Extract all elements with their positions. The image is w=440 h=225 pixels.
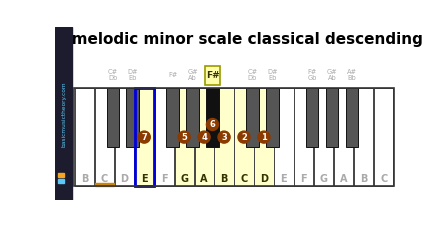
Bar <box>75 88 94 186</box>
Text: Eb: Eb <box>128 75 137 81</box>
Bar <box>314 88 334 186</box>
Bar <box>115 88 134 186</box>
Bar <box>186 88 199 147</box>
Bar <box>354 88 373 186</box>
Bar <box>135 88 154 186</box>
Text: Ab: Ab <box>328 75 337 81</box>
Bar <box>235 88 253 186</box>
Bar <box>334 88 353 186</box>
Text: 6: 6 <box>209 120 216 129</box>
Text: F: F <box>161 174 168 184</box>
Bar <box>246 88 259 147</box>
Text: A#: A# <box>347 69 357 75</box>
Bar <box>55 27 72 200</box>
Text: C: C <box>380 174 387 184</box>
Text: 7: 7 <box>141 133 147 142</box>
Circle shape <box>218 131 230 143</box>
Bar <box>106 88 119 147</box>
Bar <box>126 88 139 147</box>
Text: 5: 5 <box>181 133 187 142</box>
Text: E melodic minor scale classical descending: E melodic minor scale classical descendi… <box>56 32 423 47</box>
Bar <box>294 88 313 186</box>
Circle shape <box>198 131 210 143</box>
Text: basicmusictheory.com: basicmusictheory.com <box>61 81 66 147</box>
Bar <box>175 88 194 186</box>
Text: G#: G# <box>187 69 198 75</box>
Bar <box>214 88 234 186</box>
FancyBboxPatch shape <box>205 66 220 85</box>
Text: G#: G# <box>327 69 337 75</box>
Text: A: A <box>200 174 208 184</box>
Text: F#: F# <box>168 72 177 78</box>
Text: D#: D# <box>267 69 278 75</box>
Text: Db: Db <box>108 75 117 81</box>
Bar <box>135 88 154 186</box>
Bar <box>374 88 393 186</box>
Text: F#: F# <box>308 69 317 75</box>
Text: C#: C# <box>247 69 257 75</box>
Text: F: F <box>301 174 307 184</box>
Text: Ab: Ab <box>188 75 197 81</box>
Bar <box>274 88 293 186</box>
Text: B: B <box>360 174 367 184</box>
Bar <box>266 88 279 147</box>
Circle shape <box>178 131 190 143</box>
Bar <box>74 88 394 186</box>
Text: Gb: Gb <box>308 75 317 81</box>
Text: E: E <box>281 174 287 184</box>
Bar <box>166 88 179 147</box>
Text: Db: Db <box>248 75 257 81</box>
Bar <box>95 182 114 186</box>
Circle shape <box>138 131 150 143</box>
Circle shape <box>206 119 219 130</box>
Text: B: B <box>220 174 228 184</box>
Text: D: D <box>260 174 268 184</box>
Text: 4: 4 <box>201 133 207 142</box>
Bar <box>206 88 219 147</box>
Text: C#: C# <box>108 69 118 75</box>
Text: Bb: Bb <box>348 75 356 81</box>
Text: D#: D# <box>128 69 138 75</box>
Text: G: G <box>320 174 328 184</box>
Text: E: E <box>141 174 147 184</box>
Circle shape <box>258 131 270 143</box>
Text: 3: 3 <box>221 133 227 142</box>
Bar <box>154 88 174 186</box>
Text: Eb: Eb <box>268 75 276 81</box>
Bar <box>326 88 338 147</box>
Bar <box>254 88 274 186</box>
Text: G: G <box>180 174 188 184</box>
Text: D: D <box>120 174 128 184</box>
Circle shape <box>238 131 250 143</box>
Text: B: B <box>81 174 88 184</box>
Bar <box>306 88 319 147</box>
Bar <box>194 88 214 186</box>
Text: C: C <box>240 174 248 184</box>
Text: F#: F# <box>205 71 219 80</box>
Bar <box>346 88 358 147</box>
Bar <box>58 173 64 177</box>
Text: 2: 2 <box>241 133 247 142</box>
Text: C: C <box>101 174 108 184</box>
Text: A: A <box>340 174 348 184</box>
Bar <box>58 180 64 183</box>
Text: 1: 1 <box>261 133 267 142</box>
Bar <box>95 88 114 186</box>
